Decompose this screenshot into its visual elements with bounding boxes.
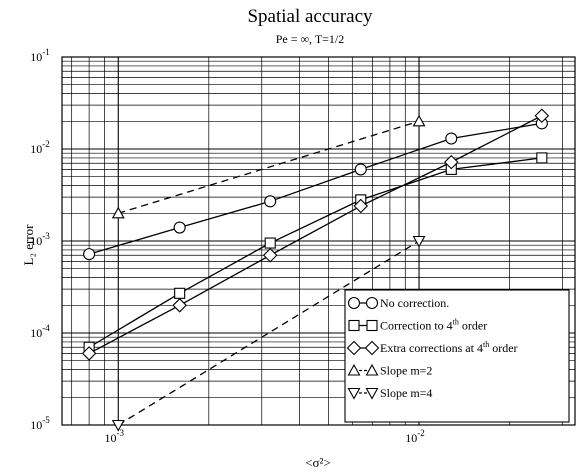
series-5: [111, 235, 426, 432]
legend-label: Correction to 4th order: [380, 318, 487, 333]
data-point-marker: [111, 419, 125, 432]
x-axis-label: <σ²>: [305, 455, 331, 470]
data-point-marker: [173, 221, 186, 234]
series-3: [81, 108, 550, 361]
x-tick-label: 10-3: [105, 428, 125, 445]
y-tick-label: 10-5: [30, 415, 50, 432]
data-point-marker: [445, 132, 458, 145]
plot-frame: [61, 56, 576, 426]
data-point-marker: [444, 154, 459, 170]
data-point-marker: [81, 346, 97, 361]
data-point-marker: [174, 287, 186, 299]
legend-marker: [347, 296, 361, 310]
data-point-marker: [412, 235, 426, 248]
legend-box: [344, 289, 570, 423]
data-point-marker: [412, 114, 426, 127]
series-line: [88, 115, 543, 354]
legend-label: No correction.: [380, 296, 449, 310]
legend-marker: [348, 319, 360, 332]
data-point-marker: [172, 298, 187, 313]
series-line: [88, 122, 542, 255]
legend-label: Extra corrections at 4th order: [380, 340, 518, 355]
legend-label: Slope m=4: [380, 386, 432, 400]
legend-marker: [366, 319, 378, 332]
y-tick-label: 10-2: [30, 139, 50, 156]
series-1: [83, 117, 548, 261]
legend: No correction. Correction to 4th order Ext…: [344, 289, 570, 423]
legend-item: Slope m=2: [347, 363, 432, 378]
data-point-marker: [534, 108, 550, 123]
y-axis-label: L₂ error: [21, 224, 36, 266]
series-line: [117, 240, 420, 426]
legend-item: Slope m=4: [347, 386, 432, 400]
legend-marker: [365, 387, 379, 400]
y-tick-label: 10-1: [30, 47, 50, 64]
data-point-marker: [111, 206, 125, 219]
legend-marker: [347, 387, 361, 400]
legend-item: No correction.: [347, 296, 449, 310]
legend-marker: [365, 296, 379, 310]
data-point-marker: [353, 198, 369, 214]
legend-marker: [347, 363, 361, 376]
legend-marker: [346, 340, 362, 356]
series-line: [88, 157, 542, 348]
data-point-marker: [264, 195, 277, 208]
series-4: [111, 114, 426, 219]
legend-item: Extra corrections at 4th order: [346, 340, 518, 356]
data-point-marker: [262, 247, 278, 263]
data-point-marker: [264, 237, 276, 249]
legend-label: Slope m=2: [380, 364, 432, 378]
data-point-marker: [354, 163, 367, 176]
legend-marker: [365, 363, 379, 376]
chart-title: Spatial accuracy: [247, 6, 373, 27]
x-tick-label: 10-2: [405, 428, 425, 445]
series-line: [118, 120, 420, 214]
y-tick-label: 10-4: [30, 323, 50, 340]
axes: [61, 56, 576, 426]
legend-item: Correction to 4th order: [348, 318, 487, 333]
legend-marker: [364, 340, 380, 356]
chart-subtitle: Pe = ∞, T=1/2: [276, 32, 345, 46]
data-point-marker: [83, 248, 96, 261]
tick-labels: 10-3 10-2 10-1 10-2 10-3 10-4 10-5: [30, 47, 425, 445]
series-layer: [81, 108, 550, 432]
y-tick-label: 10-3: [30, 231, 50, 248]
data-point-marker: [536, 152, 548, 164]
